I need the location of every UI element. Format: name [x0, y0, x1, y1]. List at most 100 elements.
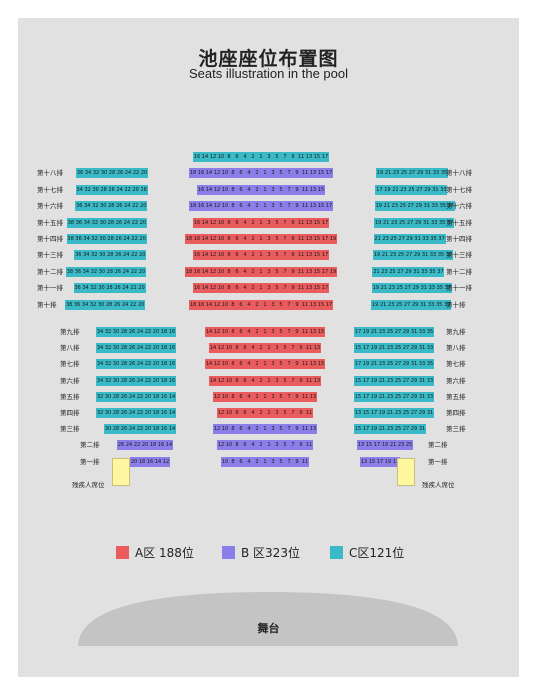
seat-b-center-r3-3[interactable]: 3	[269, 201, 277, 211]
seat-a-center-r7-11[interactable]: 11	[297, 267, 305, 277]
seat-c-left-r4-28[interactable]: 28	[112, 392, 120, 402]
seat-c-right-r6-35[interactable]: 35	[437, 250, 445, 260]
seat-c-right-r0-17[interactable]: 17	[354, 327, 362, 337]
seat-c-right-r5-21[interactable]: 21	[386, 408, 394, 418]
seat-c-right-r0-19[interactable]: 19	[362, 327, 370, 337]
seat-c-center-r0-6[interactable]: 6	[233, 152, 241, 162]
accessible-seat-area-right[interactable]	[397, 458, 415, 486]
seat-b-center-r2-9[interactable]: 9	[293, 185, 301, 195]
seat-c-left-r4-26[interactable]: 26	[120, 392, 128, 402]
seat-c-left-r6-32[interactable]: 32	[90, 250, 99, 260]
seat-a-center-r0-12[interactable]: 12	[213, 327, 221, 337]
seat-a-center-r4-8[interactable]: 8	[229, 392, 237, 402]
seat-a-center-r7-10[interactable]: 10	[217, 267, 225, 277]
seat-a-center-r4-5[interactable]: 5	[273, 218, 281, 228]
seat-a-center-r4-15[interactable]: 15	[313, 218, 321, 228]
seat-b-center-r3-16[interactable]: 16	[197, 201, 205, 211]
seat-b-left-r7-14[interactable]: 14	[165, 440, 173, 450]
seat-c-left-r8-20[interactable]: 20	[137, 283, 146, 293]
seat-a-center-r0-7[interactable]: 7	[285, 327, 293, 337]
seat-b-center-r3-17[interactable]: 17	[325, 201, 333, 211]
seat-c-left-r2-20[interactable]: 20	[131, 185, 140, 195]
seat-c-left-r1-20[interactable]: 20	[152, 343, 160, 353]
seat-a-center-r6-3[interactable]: 3	[265, 250, 273, 260]
seat-c-left-r6-36[interactable]: 36	[74, 250, 83, 260]
seat-a-center-r7-2[interactable]: 2	[249, 267, 257, 277]
seat-a-center-r8-10[interactable]: 10	[217, 283, 225, 293]
seat-c-left-r1-16[interactable]: 16	[168, 343, 176, 353]
seat-c-right-r3-37[interactable]: 37	[446, 201, 455, 211]
seat-c-right-r2-29[interactable]: 29	[423, 185, 432, 195]
seat-a-center-r8-6[interactable]: 6	[233, 283, 241, 293]
seat-a-center-r7-19[interactable]: 19	[329, 267, 337, 277]
seat-c-right-r6-15[interactable]: 15	[354, 424, 362, 434]
seat-a-center-r8-17[interactable]: 17	[321, 283, 329, 293]
seat-b-center-r3-15[interactable]: 15	[317, 201, 325, 211]
seat-c-left-r9-32[interactable]: 32	[89, 300, 98, 310]
seat-c-right-r2-17[interactable]: 17	[375, 185, 384, 195]
seat-c-left-r2-24[interactable]: 24	[115, 185, 124, 195]
seat-a-center-r4-17[interactable]: 17	[321, 218, 329, 228]
seat-c-left-r1-22[interactable]: 22	[132, 168, 140, 178]
seat-a-center-r5-14[interactable]: 14	[201, 234, 209, 244]
seat-c-left-r4-34[interactable]: 34	[82, 218, 91, 228]
seat-a-center-r6-4[interactable]: 4	[241, 250, 249, 260]
seat-c-right-r4-23[interactable]: 23	[390, 218, 399, 228]
seat-b-left-r7-16[interactable]: 16	[157, 440, 165, 450]
seat-c-left-r0-18[interactable]: 18	[160, 327, 168, 337]
seat-b-center-r1-14[interactable]: 14	[205, 168, 213, 178]
seat-c-right-r6-23[interactable]: 23	[389, 250, 397, 260]
seat-a-center-r7-17[interactable]: 17	[321, 267, 329, 277]
seat-c-right-r9-21[interactable]: 21	[379, 300, 388, 310]
seat-c-right-r7-31[interactable]: 31	[412, 267, 421, 277]
seat-c-left-r1-28[interactable]: 28	[120, 343, 128, 353]
seat-c-right-r9-19[interactable]: 19	[371, 300, 380, 310]
seat-c-left-r7-28[interactable]: 28	[105, 267, 114, 277]
seat-c-right-r1-19[interactable]: 19	[370, 343, 378, 353]
seat-c-right-r2-23[interactable]: 23	[378, 359, 386, 369]
seat-a-center-r4-8[interactable]: 8	[225, 218, 233, 228]
seat-a-center-r8-5[interactable]: 5	[273, 283, 281, 293]
seat-a-center-r9-3[interactable]: 3	[269, 300, 277, 310]
seat-a-center-r5-7[interactable]: 7	[281, 234, 289, 244]
seat-a-center-r2-15[interactable]: 15	[317, 359, 325, 369]
seat-c-right-r2-29[interactable]: 29	[402, 359, 410, 369]
seat-a-center-r5-6[interactable]: 6	[233, 234, 241, 244]
seat-c-right-r0-25[interactable]: 25	[386, 327, 394, 337]
seat-a-center-r5-12[interactable]: 12	[209, 234, 217, 244]
seat-a-center-r9-10[interactable]: 10	[221, 300, 229, 310]
seat-b-left-r7-18[interactable]: 18	[149, 440, 157, 450]
seat-c-left-r5-28[interactable]: 28	[106, 234, 115, 244]
seat-c-right-r2-35[interactable]: 35	[426, 359, 434, 369]
seat-c-left-r4-20[interactable]: 20	[138, 218, 147, 228]
seat-c-left-r3-26[interactable]: 26	[115, 201, 124, 211]
seat-c-right-r2-25[interactable]: 25	[386, 359, 394, 369]
seat-c-left-r0-22[interactable]: 22	[144, 327, 152, 337]
seat-c-left-r6-26[interactable]: 26	[120, 424, 128, 434]
seat-b-left-r8-14[interactable]: 14	[154, 457, 162, 467]
seat-c-center-r0-16[interactable]: 16	[193, 152, 201, 162]
seat-b-center-r1-6[interactable]: 6	[237, 168, 245, 178]
seat-b-right-r7-25[interactable]: 25	[405, 440, 413, 450]
seat-a-center-r2-4[interactable]: 4	[245, 359, 253, 369]
seat-b-center-r6-5[interactable]: 5	[277, 424, 285, 434]
seat-c-right-r9-37[interactable]: 37	[443, 300, 452, 310]
seat-a-center-r4-13[interactable]: 13	[305, 218, 313, 228]
seat-c-left-r7-32[interactable]: 32	[89, 267, 98, 277]
seat-a-center-r5-8[interactable]: 8	[225, 234, 233, 244]
seat-c-left-r1-32[interactable]: 32	[92, 168, 100, 178]
seat-a-center-r0-10[interactable]: 10	[221, 327, 229, 337]
accessible-seat-area-left[interactable]	[112, 458, 130, 486]
seat-c-right-r0-35[interactable]: 35	[426, 327, 434, 337]
seat-a-center-r2-7[interactable]: 7	[285, 359, 293, 369]
seat-a-center-r0-8[interactable]: 8	[229, 327, 237, 337]
seat-c-left-r5-28[interactable]: 28	[112, 408, 120, 418]
seat-a-center-r7-5[interactable]: 5	[273, 267, 281, 277]
seat-c-right-r8-35[interactable]: 35	[435, 283, 444, 293]
seat-c-center-r0-11[interactable]: 11	[297, 152, 305, 162]
seat-c-left-r8-34[interactable]: 34	[81, 283, 90, 293]
seat-b-center-r8-8[interactable]: 8	[229, 457, 237, 467]
seat-a-center-r4-6[interactable]: 6	[233, 218, 241, 228]
seat-b-center-r8-3[interactable]: 3	[269, 457, 277, 467]
seat-c-left-r3-28[interactable]: 28	[120, 376, 128, 386]
